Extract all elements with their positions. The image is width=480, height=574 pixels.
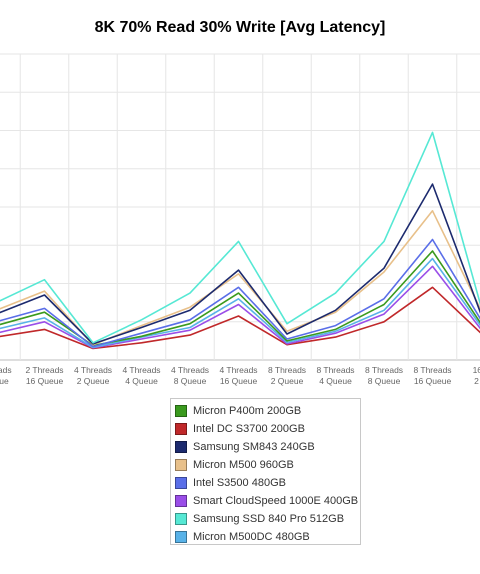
x-tick-label: 4 Threads xyxy=(171,365,209,375)
legend-item[interactable]: Micron P400m 200GB xyxy=(175,402,360,420)
x-tick-label: 8 Queue xyxy=(368,376,401,386)
x-tick-label: 8 Threads xyxy=(316,365,354,375)
legend-item[interactable]: Smart CloudSpeed 1000E 400GB xyxy=(175,492,360,510)
x-tick-label: 2 Queue xyxy=(271,376,304,386)
x-tick-label: 4 Threads xyxy=(74,365,112,375)
x-tick-label: 16 Queue xyxy=(220,376,258,386)
x-tick-label: Threads xyxy=(0,365,12,375)
legend-label: Micron M500 960GB xyxy=(193,459,294,471)
legend-swatch xyxy=(175,441,187,453)
legend-item[interactable]: Micron M500DC 480GB xyxy=(175,528,360,546)
legend-item[interactable]: Samsung SM843 240GB xyxy=(175,438,360,456)
x-tick-label: 8 Threads xyxy=(365,365,403,375)
x-tick-label: 16 Queue xyxy=(414,376,452,386)
series-line xyxy=(0,183,480,345)
legend-swatch xyxy=(175,405,187,417)
legend: Micron P400m 200GB Intel DC S3700 200GB Sa… xyxy=(170,398,361,545)
series-line xyxy=(0,286,480,350)
legend-label: Intel DC S3700 200GB xyxy=(193,423,305,435)
series-line xyxy=(0,131,480,344)
x-tick-label: 8 Threads xyxy=(413,365,451,375)
legend-swatch xyxy=(175,531,187,543)
x-tick-label: 2 Threads xyxy=(25,365,63,375)
x-tick-label: 4 Queue xyxy=(319,376,352,386)
x-tick-label: 2 Queue xyxy=(77,376,110,386)
legend-label: Smart CloudSpeed 1000E 400GB xyxy=(193,495,359,507)
legend-label: Intel S3500 480GB xyxy=(193,477,286,489)
series-line xyxy=(0,257,480,349)
x-tick-label: 4 Queue xyxy=(125,376,158,386)
legend-item[interactable]: Samsung SSD 840 Pro 512GB xyxy=(175,510,360,528)
legend-item[interactable]: Intel DC S3700 200GB xyxy=(175,420,360,438)
legend-swatch xyxy=(175,477,187,489)
x-tick-label: 4 Threads xyxy=(122,365,160,375)
legend-label: Samsung SSD 840 Pro 512GB xyxy=(193,513,345,525)
legend-item[interactable]: Intel S3500 480GB xyxy=(175,474,360,492)
x-tick-label: Queue xyxy=(0,376,9,386)
legend-label: Micron M500DC 480GB xyxy=(193,531,310,543)
chart-title: 8K 70% Read 30% Write [Avg Latency] xyxy=(94,19,386,36)
series-line xyxy=(0,238,480,348)
legend-swatch xyxy=(175,495,187,507)
series-line xyxy=(0,265,480,349)
x-tick-label: 8 Threads xyxy=(268,365,306,375)
legend-swatch xyxy=(175,423,187,435)
legend-label: Samsung SM843 240GB xyxy=(193,441,315,453)
x-tick-label: 16 Queue xyxy=(26,376,64,386)
legend-swatch xyxy=(175,513,187,525)
x-tick-label: 16 T xyxy=(473,365,480,375)
x-tick-label: 2 Q xyxy=(474,376,480,386)
series-lines xyxy=(0,131,480,350)
legend-swatch xyxy=(175,459,187,471)
legend-label: Micron P400m 200GB xyxy=(193,405,302,417)
x-tick-label: 4 Threads xyxy=(219,365,257,375)
grid-lines xyxy=(0,53,480,361)
legend-item[interactable]: Micron M500 960GB xyxy=(175,456,360,474)
x-tick-label: 8 Queue xyxy=(174,376,207,386)
